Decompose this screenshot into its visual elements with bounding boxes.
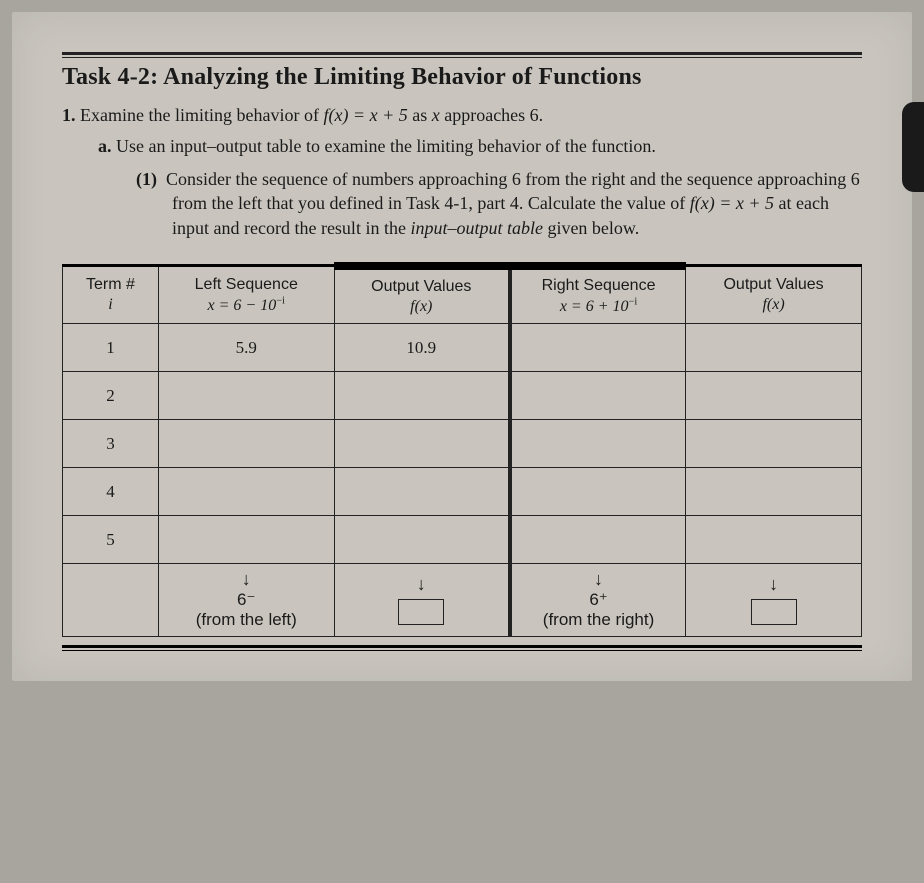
th-out-left-bot: f(x) (410, 298, 432, 315)
th-term: Term # i (63, 266, 159, 324)
cell-right-x (510, 516, 686, 564)
q1-text-b: as (408, 105, 432, 125)
th-out-right-bot: f(x) (762, 296, 784, 313)
th-term-bot: i (108, 296, 112, 313)
down-arrow-icon: ↓ (594, 569, 603, 589)
down-arrow-icon: ↓ (417, 574, 426, 594)
question-1: 1. Examine the limiting behavior of f(x)… (62, 105, 862, 126)
sub-fx: f(x) = x + 5 (690, 193, 774, 213)
q1-fx: f(x) = x + 5 (323, 105, 407, 125)
question-1a-sub1: (1) Consider the sequence of numbers app… (62, 167, 862, 240)
q1-var: x (432, 105, 440, 125)
qa-number: a. (98, 136, 112, 156)
cell-left-x (158, 420, 334, 468)
io-table-wrap: Term # i Left Sequence x = 6 − 10−i Outp… (62, 262, 862, 651)
cell-footer-blank (63, 564, 159, 637)
table-row: 1 5.9 10.9 (63, 324, 862, 372)
answer-box-right[interactable] (751, 599, 797, 625)
down-arrow-icon: ↓ (769, 574, 778, 594)
th-term-top: Term # (86, 276, 135, 293)
cell-left-fx (334, 468, 510, 516)
cell-footer-left-seq: ↓ 6⁻ (from the left) (158, 564, 334, 637)
cell-left-fx (334, 516, 510, 564)
cell-right-x (510, 324, 686, 372)
sub-emph: input–output table (410, 218, 543, 238)
th-right-seq-top: Right Sequence (542, 277, 656, 294)
cell-footer-right-seq: ↓ 6⁺ (from the right) (510, 564, 686, 637)
th-left-seq: Left Sequence x = 6 − 10−i (158, 266, 334, 324)
textbook-page: Task 4-2: Analyzing the Limiting Behavio… (12, 12, 912, 681)
input-output-table: Term # i Left Sequence x = 6 − 10−i Outp… (62, 262, 862, 637)
left-limit-symbol: 6⁻ (237, 590, 255, 609)
cell-right-x (510, 372, 686, 420)
down-arrow-icon: ↓ (242, 569, 251, 589)
th-out-right: Output Values f(x) (686, 266, 862, 324)
th-out-left: Output Values f(x) (334, 266, 510, 324)
th-right-seq: Right Sequence x = 6 + 10−i (510, 266, 686, 324)
cell-term: 1 (63, 324, 159, 372)
cell-left-fx (334, 372, 510, 420)
cell-left-fx: 10.9 (334, 324, 510, 372)
cell-right-x (510, 420, 686, 468)
th-right-seq-bot: x = 6 + 10 (560, 298, 629, 315)
table-row: 5 (63, 516, 862, 564)
cell-term: 3 (63, 420, 159, 468)
cell-term: 5 (63, 516, 159, 564)
q1-text-a: Examine the limiting behavior of (80, 105, 323, 125)
cell-left-x (158, 516, 334, 564)
th-out-left-top: Output Values (371, 278, 471, 295)
cell-term: 4 (63, 468, 159, 516)
rule-top (62, 52, 862, 58)
cell-right-fx (686, 516, 862, 564)
table-footer-row: ↓ 6⁻ (from the left) ↓ ↓ 6⁺ (from the ri… (63, 564, 862, 637)
th-right-seq-exp: −i (629, 297, 638, 308)
cell-left-fx (334, 420, 510, 468)
cell-right-fx (686, 372, 862, 420)
table-row: 2 (63, 372, 862, 420)
table-header-row: Term # i Left Sequence x = 6 − 10−i Outp… (63, 266, 862, 324)
cell-term: 2 (63, 372, 159, 420)
table-row: 3 (63, 420, 862, 468)
task-title: Task 4-2: Analyzing the Limiting Behavio… (62, 64, 862, 91)
q1-number: 1. (62, 105, 76, 125)
right-limit-label: (from the right) (543, 610, 654, 629)
cell-right-fx (686, 324, 862, 372)
left-limit-label: (from the left) (196, 610, 297, 629)
cell-left-x (158, 468, 334, 516)
cell-left-x: 5.9 (158, 324, 334, 372)
sub-number: (1) (136, 169, 157, 189)
right-limit-symbol: 6⁺ (589, 590, 607, 609)
cell-left-x (158, 372, 334, 420)
rule-bottom (62, 645, 862, 651)
th-left-seq-top: Left Sequence (195, 276, 298, 293)
th-left-seq-bot: x = 6 − 10 (208, 297, 277, 314)
th-out-right-top: Output Values (723, 276, 823, 293)
page-thumb-tab (902, 102, 924, 192)
cell-footer-left-out: ↓ (334, 564, 510, 637)
question-1a: a. Use an input–output table to examine … (62, 136, 862, 157)
th-left-seq-exp: −i (276, 296, 285, 307)
cell-right-fx (686, 420, 862, 468)
q1-text-c: approaches 6. (440, 105, 543, 125)
qa-text: Use an input–output table to examine the… (116, 136, 656, 156)
cell-right-x (510, 468, 686, 516)
table-row: 4 (63, 468, 862, 516)
answer-box-left[interactable] (398, 599, 444, 625)
cell-right-fx (686, 468, 862, 516)
cell-footer-right-out: ↓ (686, 564, 862, 637)
sub-text-c: given below. (543, 218, 639, 238)
